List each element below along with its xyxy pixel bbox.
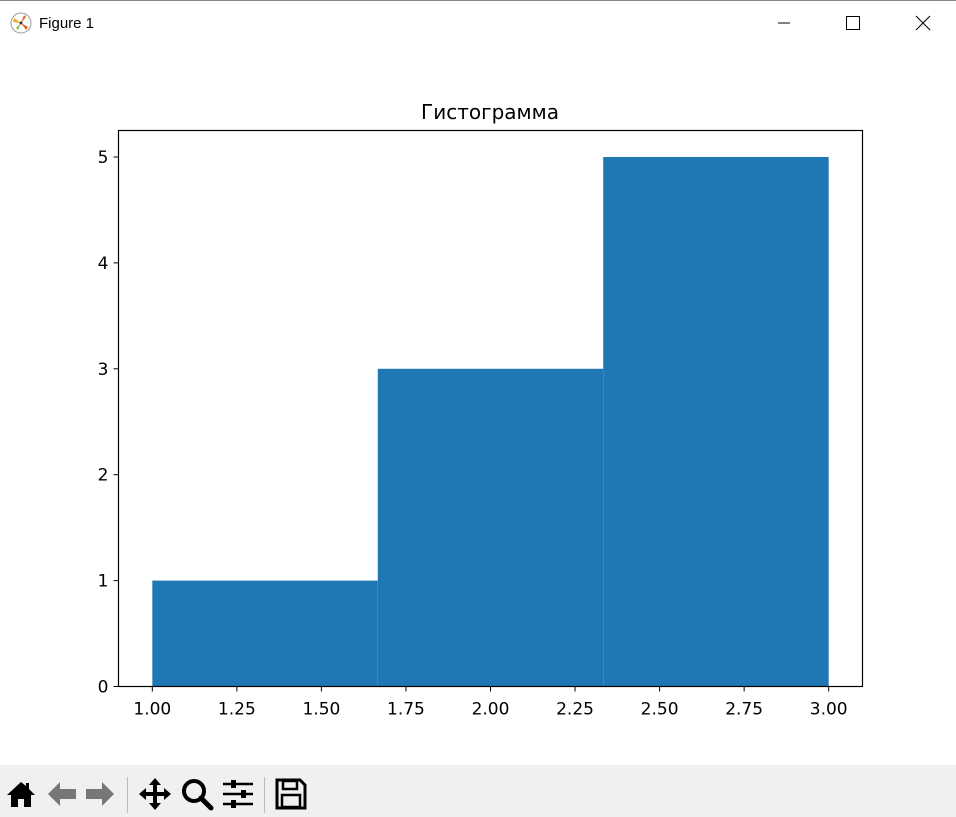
x-tick-label: 1.75 — [387, 700, 425, 720]
x-tick-label: 2.00 — [472, 700, 510, 720]
maximize-icon — [846, 16, 860, 30]
x-tick-label: 1.50 — [302, 700, 340, 720]
close-icon — [915, 15, 931, 31]
pan-icon — [139, 778, 171, 810]
forward-icon — [86, 782, 114, 806]
save-icon — [275, 778, 307, 810]
minimize-button[interactable] — [761, 1, 807, 45]
histogram-bar — [603, 156, 829, 687]
zoom-icon — [182, 779, 214, 811]
y-tick-label: 0 — [98, 678, 109, 698]
home-icon — [7, 782, 35, 807]
y-tick-label: 3 — [98, 360, 109, 380]
x-tick-label: 2.50 — [641, 700, 679, 720]
back-icon — [48, 782, 76, 806]
toolbar-separator — [127, 777, 128, 813]
histogram-bar — [152, 580, 378, 687]
y-tick-label: 2 — [98, 466, 109, 486]
y-tick-label: 1 — [98, 572, 109, 592]
histogram-chart: Гистограмма 1.00 1.25 1.50 1.75 2.00 2.25 2.50… — [98, 100, 864, 720]
x-tick-label: 1.25 — [218, 700, 256, 720]
forward-button[interactable] — [83, 777, 117, 811]
close-button[interactable] — [900, 1, 946, 45]
back-button[interactable] — [45, 777, 79, 811]
window-border — [0, 0, 956, 1]
window-title: Figure 1 — [39, 15, 95, 32]
minimize-icon — [778, 22, 790, 24]
x-tick-label: 2.75 — [725, 700, 763, 720]
matplotlib-logo-icon — [10, 12, 32, 34]
x-tick-label: 3.00 — [810, 700, 848, 720]
configure-subplots-icon — [223, 780, 253, 808]
y-tick-label: 5 — [98, 148, 109, 168]
y-tick-label: 4 — [98, 254, 109, 274]
configure-subplots-button[interactable] — [221, 777, 255, 811]
maximize-button[interactable] — [830, 1, 876, 45]
x-tick-label: 1.00 — [133, 700, 171, 720]
pan-button[interactable] — [138, 777, 172, 811]
x-tick-label: 2.25 — [556, 700, 594, 720]
chart-title: Гистограмма — [421, 100, 559, 124]
histogram-bar — [377, 368, 604, 687]
toolbar-separator — [264, 777, 265, 813]
zoom-button[interactable] — [180, 777, 214, 811]
title-bar: Figure 1 — [0, 1, 956, 45]
save-button[interactable] — [274, 777, 308, 811]
home-button[interactable] — [4, 777, 38, 811]
navigation-toolbar — [0, 765, 956, 817]
